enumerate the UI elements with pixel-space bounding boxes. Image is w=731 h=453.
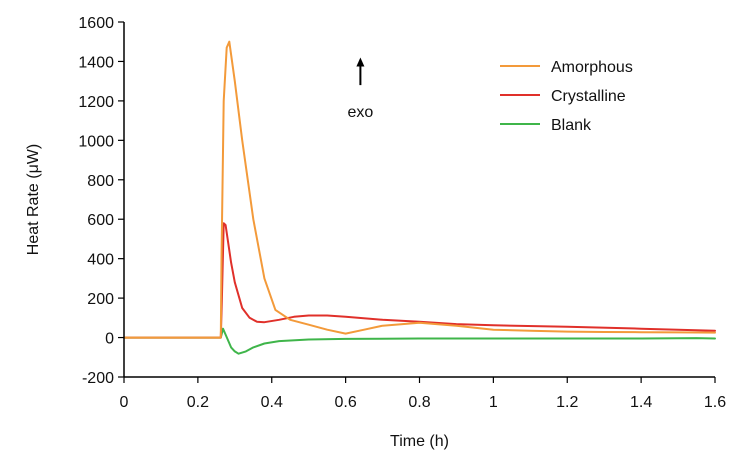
exo-arrow-icon: [356, 57, 365, 67]
x-tick-label: 0.4: [261, 394, 283, 411]
exo-annotation: exo: [348, 57, 374, 121]
exo-label: exo: [348, 104, 374, 121]
y-tick-label: 0: [105, 331, 114, 348]
y-tick-label: 1600: [78, 15, 114, 32]
x-tick-label: 1.2: [556, 394, 578, 411]
legend: Amorphous Crystalline Blank: [500, 59, 633, 134]
axes: -200 0 200 400 600 800 1000 1200 1400 1600 0 0.2 0.…: [78, 15, 726, 411]
y-tick-label: 1400: [78, 54, 114, 71]
y-ticks: -200 0 200 400 600 800 1000 1200 1400 1600: [78, 15, 124, 387]
y-tick-label: 1200: [78, 94, 114, 111]
x-tick-label: 0.8: [408, 394, 430, 411]
y-tick-label: 1000: [78, 133, 114, 150]
x-axis-title: Time (h): [390, 433, 449, 450]
legend-label-blank: Blank: [551, 117, 592, 134]
x-tick-label: 1.6: [704, 394, 726, 411]
x-ticks: 0 0.2 0.4 0.6 0.8 1 1.2 1.4 1.6: [120, 377, 726, 411]
y-tick-label: -200: [82, 370, 114, 387]
series-line-crystalline: [123, 222, 716, 339]
legend-label-amorphous: Amorphous: [551, 59, 633, 76]
y-tick-label: 200: [87, 291, 114, 308]
x-tick-label: 0: [120, 394, 129, 411]
y-tick-label: 600: [87, 212, 114, 229]
y-tick-label: 400: [87, 252, 114, 269]
series-line-amorphous: [123, 40, 716, 339]
plot-area: [123, 40, 716, 355]
x-tick-label: 0.2: [187, 394, 209, 411]
y-axis-title: Heat Rate (μW): [25, 144, 42, 255]
x-tick-label: 1: [489, 394, 498, 411]
series-layer: [123, 40, 716, 355]
legend-label-crystalline: Crystalline: [551, 88, 626, 105]
x-tick-label: 1.4: [630, 394, 652, 411]
x-tick-label: 0.6: [335, 394, 357, 411]
y-tick-label: 800: [87, 173, 114, 190]
